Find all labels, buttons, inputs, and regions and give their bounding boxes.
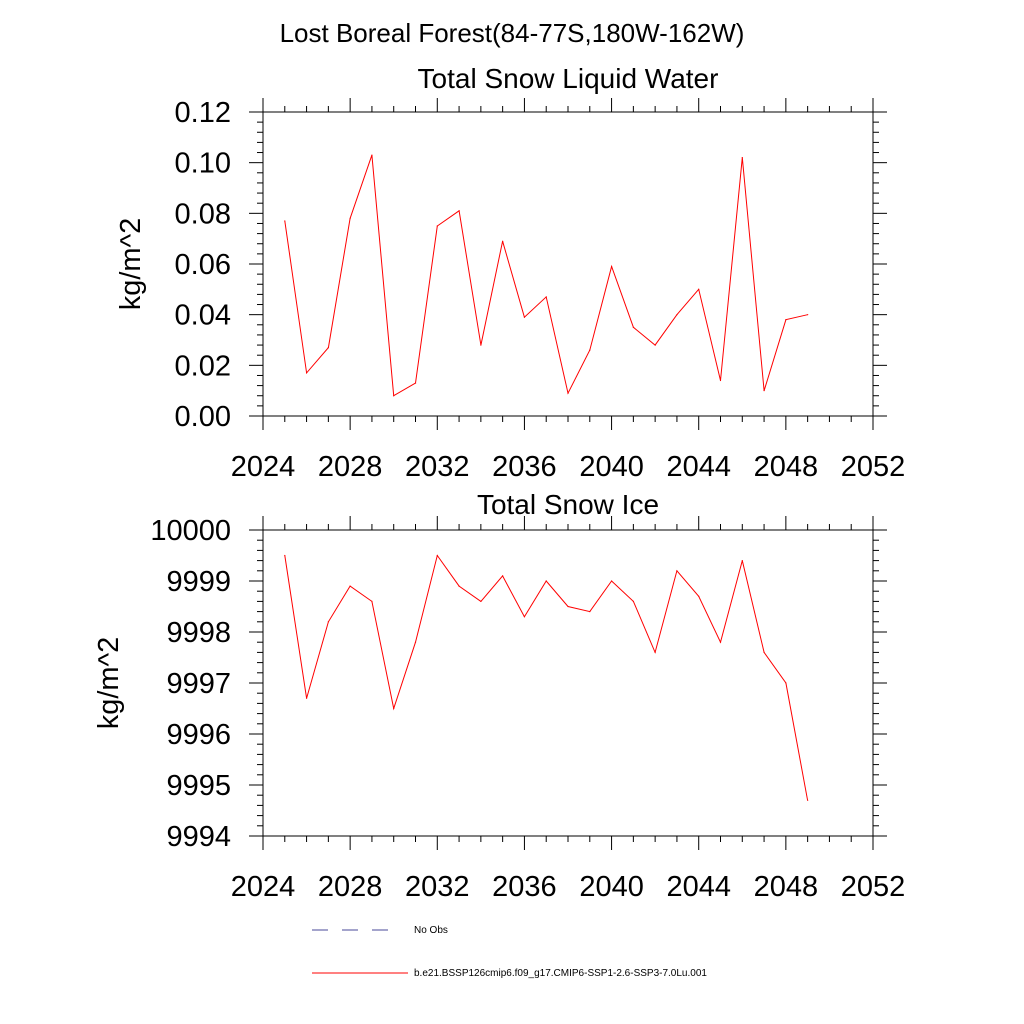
data-point — [545, 296, 547, 298]
data-point — [719, 641, 722, 643]
data-point — [741, 560, 743, 562]
data-point — [610, 265, 613, 268]
x-tick-label: 2028 — [318, 871, 383, 903]
data-point — [610, 580, 613, 582]
data-point — [698, 288, 700, 290]
x-tick-label: 2052 — [841, 451, 906, 483]
panel-2: Total Snow Ice kg/m^2 2024 2028 2032 2036 2040… — [93, 489, 905, 903]
x-tick-label: 2040 — [579, 871, 644, 903]
panel-1: Total Snow Liquid Water kg/m^2 2024 2028 203… — [115, 63, 905, 483]
x-tick-label: 2048 — [754, 871, 819, 903]
data-point — [632, 326, 634, 328]
y-tick-label: 10000 — [150, 515, 231, 547]
y-tick-label: 0.12 — [175, 97, 231, 129]
data-point — [741, 157, 743, 159]
x-tick-label: 2032 — [405, 871, 470, 903]
data-point — [545, 580, 547, 582]
data-point — [719, 379, 722, 382]
y-tick-label: 0.02 — [175, 350, 231, 382]
x-tick-label: 2032 — [405, 451, 470, 483]
data-point — [567, 605, 569, 608]
data-point — [480, 344, 482, 346]
x-tick-label: 2052 — [841, 871, 906, 903]
data-point — [785, 319, 787, 321]
data-point — [676, 570, 678, 572]
data-point — [327, 347, 329, 349]
figure-title: Lost Boreal Forest(84-77S,180W-162W) — [280, 18, 745, 48]
data-point — [632, 600, 634, 603]
x-tick-label: 2028 — [318, 451, 383, 483]
data-point — [436, 225, 438, 227]
y-tick-label: 0.00 — [175, 401, 231, 433]
data-point — [654, 344, 656, 346]
x-tick-label: 2044 — [666, 871, 731, 903]
data-point — [349, 585, 351, 587]
data-point — [393, 395, 395, 397]
panel-title: Total Snow Liquid Water — [418, 63, 719, 94]
y-tick-label: 9995 — [166, 770, 231, 802]
data-point — [785, 682, 787, 684]
y-tick-label: 9994 — [166, 821, 231, 853]
x-tick-label: 2040 — [579, 451, 644, 483]
y-axis-label: kg/m^2 — [115, 218, 147, 311]
legend-label-model: b.e21.BSSP126cmip6.f09_g17.CMIP6-SSP1-2.… — [414, 968, 707, 979]
plot-frame — [262, 111, 874, 417]
x-tick-label: 2024 — [231, 451, 296, 483]
panel-title: Total Snow Ice — [477, 489, 659, 520]
data-point — [371, 600, 373, 603]
x-tick-label: 2024 — [231, 871, 296, 903]
data-point — [414, 641, 417, 643]
y-tick-label: 0.06 — [175, 249, 231, 281]
y-tick-label: 0.08 — [175, 198, 231, 230]
data-point — [284, 554, 286, 557]
y-axis-label: kg/m^2 — [93, 637, 125, 730]
data-point — [698, 595, 700, 597]
data-point — [458, 585, 460, 587]
data-point — [414, 382, 417, 384]
data-point — [305, 372, 308, 374]
y-tick-label: 9997 — [166, 668, 231, 700]
y-tick-label: 9999 — [166, 566, 231, 598]
data-point — [458, 210, 460, 212]
y-tick-label: 0.10 — [175, 148, 231, 180]
y-tick-label: 0.04 — [175, 300, 231, 332]
data-point — [807, 799, 809, 801]
data-point — [676, 314, 678, 316]
data-point — [349, 217, 351, 219]
series-line-1 — [284, 554, 809, 801]
data-point — [589, 611, 591, 613]
data-point — [371, 154, 373, 156]
series-line-1 — [284, 154, 808, 397]
data-point — [502, 240, 504, 242]
data-point — [807, 314, 809, 316]
data-point — [654, 651, 656, 654]
x-tick-label: 2044 — [666, 451, 731, 483]
legend-label-no-obs: No Obs — [414, 925, 448, 936]
data-point — [523, 616, 526, 618]
data-point — [393, 707, 395, 710]
x-tick-label: 2036 — [492, 451, 557, 483]
data-point — [327, 621, 329, 623]
data-point — [523, 316, 526, 318]
y-tick-label: 9998 — [166, 617, 231, 649]
data-point — [502, 575, 504, 577]
data-point — [284, 220, 286, 222]
data-point — [763, 390, 765, 392]
legend: No Obs b.e21.BSSP126cmip6.f09_g17.CMIP6-… — [312, 925, 707, 979]
data-point — [305, 697, 308, 699]
x-tick-label: 2048 — [754, 451, 819, 483]
x-tick-label: 2036 — [492, 871, 557, 903]
data-point — [436, 554, 438, 557]
data-point — [589, 349, 591, 351]
plot-frame — [262, 529, 874, 837]
data-point — [480, 600, 482, 603]
y-tick-label: 9996 — [166, 719, 231, 751]
data-point — [763, 651, 765, 654]
data-point — [567, 392, 569, 394]
